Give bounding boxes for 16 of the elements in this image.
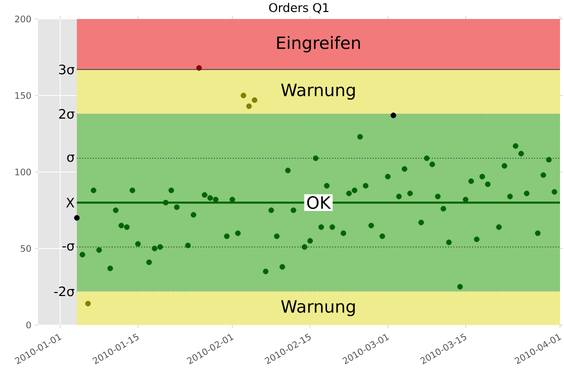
ref-line-label: -2σ [54,286,74,296]
ref-line-label: 2σ [59,108,74,119]
y-tick-label: 100 [15,168,31,176]
band-label: Warnung [281,84,355,100]
y-tick-label: 200 [15,16,31,22]
band-label: OK [307,196,332,209]
y-tick-label: 0 [26,322,31,328]
y-tick-label: 150 [15,92,31,99]
ref-line-label: X [66,198,74,208]
ref-line-label: -σ [62,243,74,251]
y-tick-label: 50 [20,245,31,252]
ref-line-label: 3σ [59,64,74,74]
ref-line-label: σ [67,154,74,162]
band-label: Warnung [281,300,355,316]
band-label: Eingreifen [277,36,360,52]
chart-title: Orders Q1 [269,2,328,14]
